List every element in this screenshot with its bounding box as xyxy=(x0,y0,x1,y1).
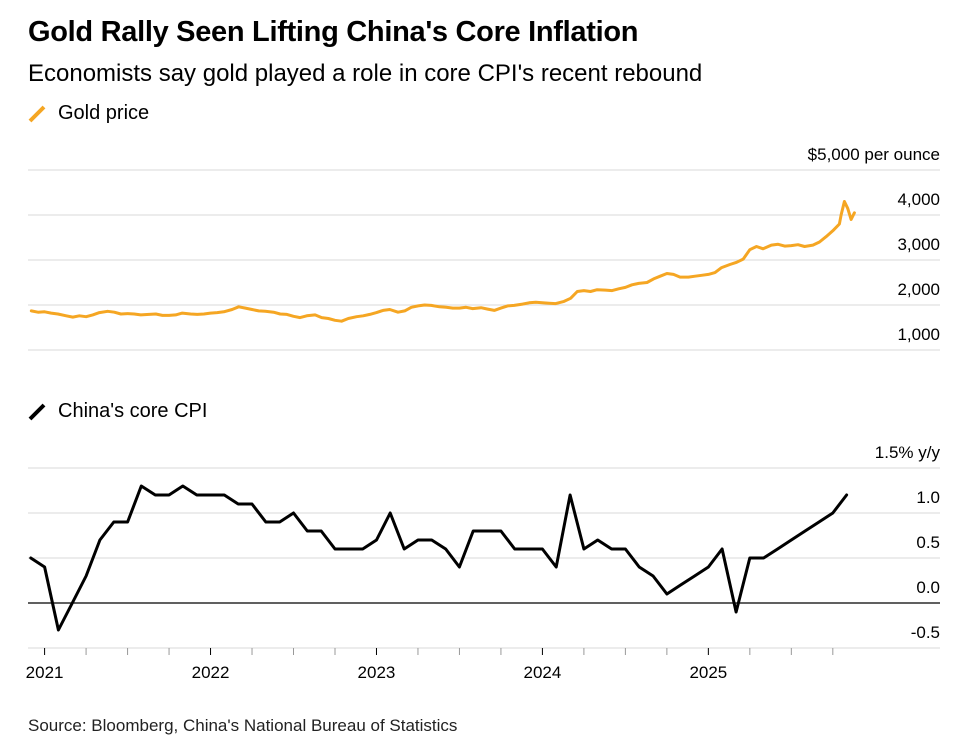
cpi-ytick-label: 1.0 xyxy=(916,488,940,507)
gold-ytick-label: $5,000 per ounce xyxy=(808,145,940,164)
legend-gold-swatch xyxy=(28,105,46,122)
cpi-series-line xyxy=(29,484,849,632)
cpi-xtick-label: 2023 xyxy=(358,663,396,682)
source-note: Source: Bloomberg, China's National Bure… xyxy=(28,716,458,735)
gold-series-line xyxy=(29,200,856,323)
cpi-ytick-label: -0.5 xyxy=(911,623,940,642)
cpi-xtick-label: 2024 xyxy=(524,663,562,682)
chart-subtitle: Economists say gold played a role in cor… xyxy=(28,60,703,87)
gold-ytick-label: 3,000 xyxy=(897,235,940,254)
cpi-ytick-label: 1.5% y/y xyxy=(875,443,941,462)
legend-gold-label: Gold price xyxy=(58,102,150,124)
legend-cpi-swatch xyxy=(28,403,46,420)
cpi-xtick-label: 2021 xyxy=(26,663,64,682)
cpi-ytick-label: 0.5 xyxy=(916,533,940,552)
chart-title: Gold Rally Seen Lifting China's Core Inf… xyxy=(28,16,639,48)
legend-cpi-label: China's core CPI xyxy=(58,400,208,422)
cpi-xtick-label: 2025 xyxy=(689,663,727,682)
gold-ytick-label: 4,000 xyxy=(897,190,940,209)
gold-ytick-label: 1,000 xyxy=(897,325,940,344)
gold-ytick-label: 2,000 xyxy=(897,280,940,299)
legend-cpi: China's core CPI xyxy=(28,400,207,423)
cpi-ytick-label: 0.0 xyxy=(916,578,940,597)
cpi-xtick-label: 2022 xyxy=(192,663,230,682)
legend-gold: Gold price xyxy=(28,102,149,125)
